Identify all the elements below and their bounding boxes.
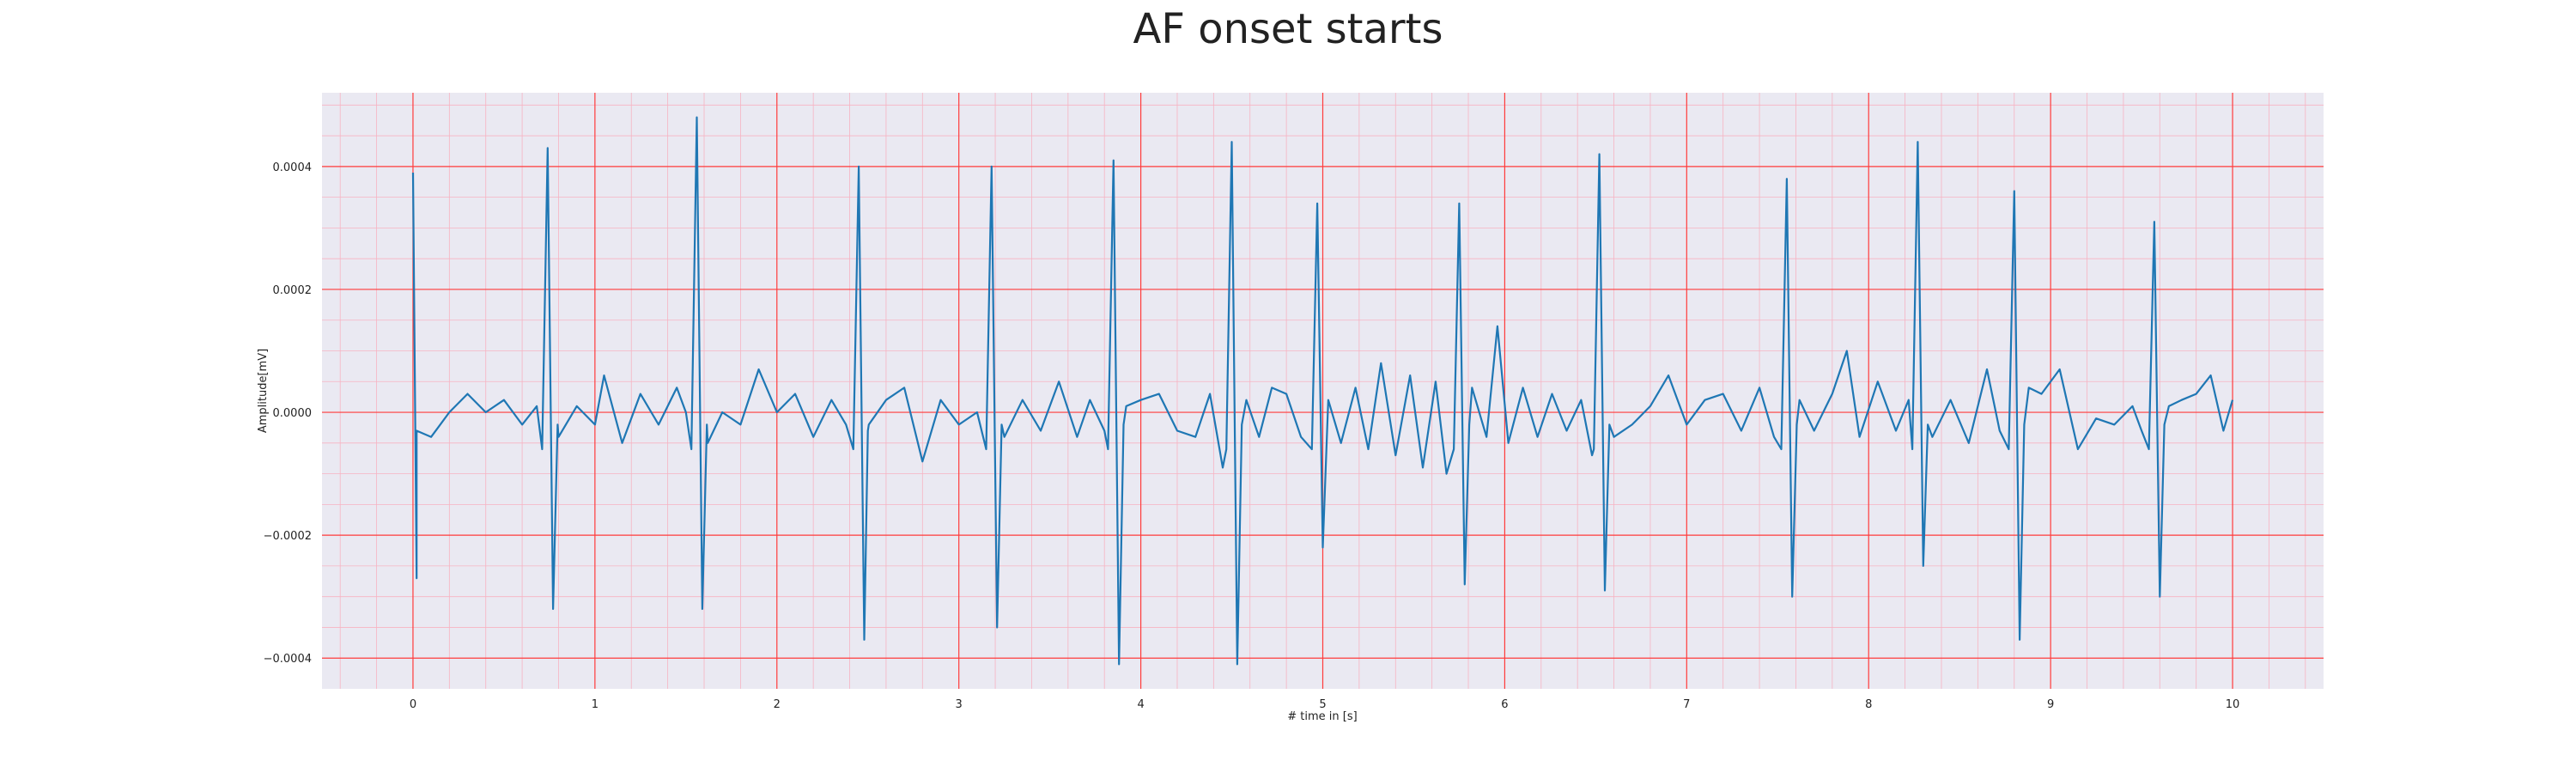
x-tick-label: 9	[2047, 698, 2054, 711]
x-tick-labels: 0 1 2 3 4 5 6 7 8 9 10	[410, 698, 2240, 711]
major-grid	[322, 93, 2324, 689]
x-tick-label: 6	[1501, 698, 1508, 711]
y-axis-label: Amplitude[mV]	[257, 349, 270, 433]
x-tick-label: 4	[1137, 698, 1144, 711]
x-axis-label: # time in [s]	[1287, 710, 1357, 723]
y-tick-label: 0.0002	[273, 284, 313, 297]
x-tick-label: 10	[2226, 698, 2240, 711]
x-tick-label: 5	[1319, 698, 1326, 711]
y-tick-label: −0.0004	[264, 653, 312, 666]
chart-title: AF onset starts	[1133, 5, 1443, 53]
x-tick-label: 2	[774, 698, 781, 711]
x-tick-label: 8	[1865, 698, 1872, 711]
y-tick-labels: −0.0004 −0.0002 0.0000 0.0002 0.0004	[264, 161, 312, 666]
x-tick-label: 3	[956, 698, 963, 711]
y-tick-label: 0.0004	[273, 161, 313, 174]
x-tick-label: 1	[592, 698, 598, 711]
y-tick-label: −0.0002	[264, 530, 312, 543]
ecg-signal-line	[411, 116, 2234, 666]
y-tick-label: 0.0000	[273, 407, 313, 420]
x-tick-label: 7	[1683, 698, 1690, 711]
x-tick-label: 0	[410, 698, 416, 711]
